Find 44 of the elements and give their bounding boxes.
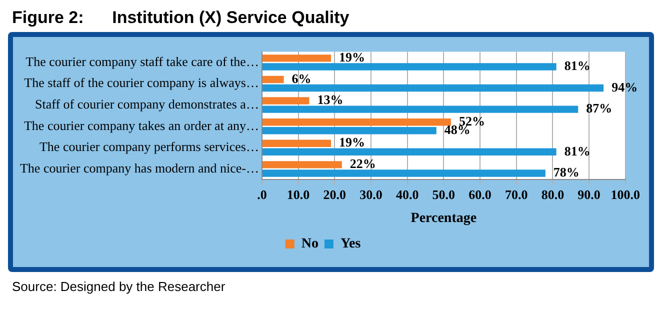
data-label: 81% xyxy=(564,58,590,74)
data-label: 19% xyxy=(339,134,366,150)
data-label: 13% xyxy=(317,92,344,108)
bar xyxy=(262,76,284,84)
y-tick-label: The courier company has modern and nice-… xyxy=(20,160,259,176)
data-label: 94% xyxy=(612,79,638,94)
x-tick-label: 60.0 xyxy=(468,186,492,202)
bar xyxy=(262,106,578,113)
x-tick-label: .0 xyxy=(257,186,267,202)
bar xyxy=(262,161,342,168)
data-label: 78% xyxy=(553,164,580,180)
y-tick-label: Staff of courier company demonstrates a… xyxy=(35,96,259,112)
x-tick-label: 40.0 xyxy=(396,186,419,202)
x-tick-label: 50.0 xyxy=(432,186,456,202)
x-tick-label: 20.0 xyxy=(323,186,346,202)
bar xyxy=(262,97,310,104)
y-tick-label: The courier company performs services… xyxy=(39,139,259,154)
source-note: Source: Designed by the Researcher xyxy=(11,279,226,294)
x-tick-label: 70.0 xyxy=(504,186,528,202)
chart-title: Figure 2: Institution (X) Service Quality xyxy=(11,8,350,29)
bar xyxy=(262,140,332,148)
y-tick-label: The courier company takes an order at any… xyxy=(24,118,259,133)
bar xyxy=(262,126,436,134)
legend-label: Yes xyxy=(340,236,362,252)
x-tick-label: 100.0 xyxy=(610,186,640,202)
bar xyxy=(262,54,332,62)
data-label: 87% xyxy=(586,100,612,116)
legend-label: No xyxy=(301,236,318,252)
x-tick-label: 30.0 xyxy=(360,186,382,202)
x-tick-label: 10.0 xyxy=(286,186,310,202)
data-label: 6% xyxy=(292,70,312,86)
bar xyxy=(262,170,546,177)
x-tick-label: 80.0 xyxy=(541,186,564,202)
bar xyxy=(262,84,604,92)
y-tick-label: The courier company staff take care of the… xyxy=(26,54,259,69)
bar xyxy=(262,148,556,156)
y-tick-label: The staff of the courier company is always… xyxy=(24,75,259,90)
bar xyxy=(262,63,556,70)
bar xyxy=(262,118,451,126)
x-tick-label: 90.0 xyxy=(578,186,600,202)
data-label: 81% xyxy=(564,143,590,158)
x-axis-title: Percentage xyxy=(410,211,477,226)
data-label: 22% xyxy=(350,156,376,172)
data-label: 19% xyxy=(339,50,366,65)
